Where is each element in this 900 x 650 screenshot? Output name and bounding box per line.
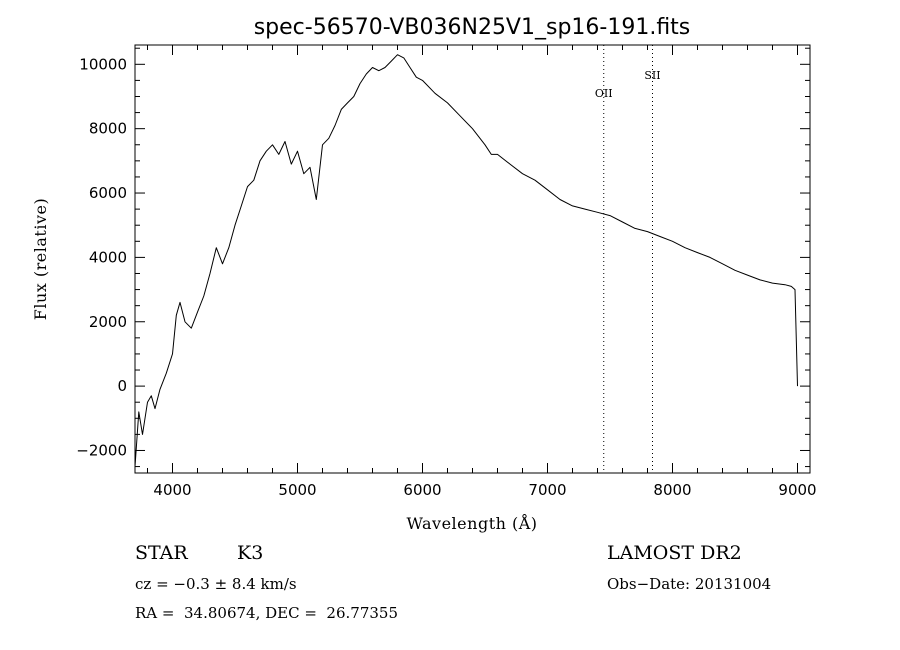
axis-ticks: 4000 5000 6000 7000 8000 9000 −2000 0 2000 4000 60…	[76, 45, 817, 499]
observation-date: Obs−Date: 20131004	[607, 575, 772, 593]
x-tick-label: 8000	[653, 481, 691, 499]
series-layer	[134, 54, 798, 467]
y-tick-label: −2000	[76, 441, 127, 459]
plot-frame	[134, 44, 811, 474]
object-type: STAR	[135, 542, 188, 564]
x-axis-label: Wavelength (Å)	[406, 513, 537, 533]
spectral-subclass: K3	[237, 542, 264, 564]
y-tick-label: 10000	[79, 55, 127, 73]
chart-title: spec-56570-VB036N25V1_sp16-191.fits	[254, 15, 691, 40]
emission-lines: OII SII	[595, 45, 661, 473]
y-tick-label: 6000	[89, 184, 127, 202]
y-tick-label: 8000	[89, 120, 127, 138]
x-tick-label: 9000	[778, 481, 816, 499]
y-tick-label: 2000	[89, 313, 127, 331]
emission-line-label: SII	[644, 69, 660, 82]
y-tick-label: 4000	[89, 248, 127, 266]
x-tick-label: 5000	[278, 481, 316, 499]
y-axis-label: Flux (relative)	[31, 198, 50, 320]
x-tick-label: 6000	[403, 481, 441, 499]
x-tick-label: 7000	[528, 481, 566, 499]
redshift-velocity: cz = −0.3 ± 8.4 km/s	[135, 575, 297, 593]
x-tick-label: 4000	[153, 481, 191, 499]
emission-line-label: OII	[595, 87, 613, 100]
survey-name: LAMOST DR2	[607, 542, 742, 564]
spectrum-line	[134, 54, 798, 467]
coordinates: RA = 34.80674, DEC = 26.77355	[135, 604, 399, 622]
y-tick-label: 0	[117, 377, 127, 395]
